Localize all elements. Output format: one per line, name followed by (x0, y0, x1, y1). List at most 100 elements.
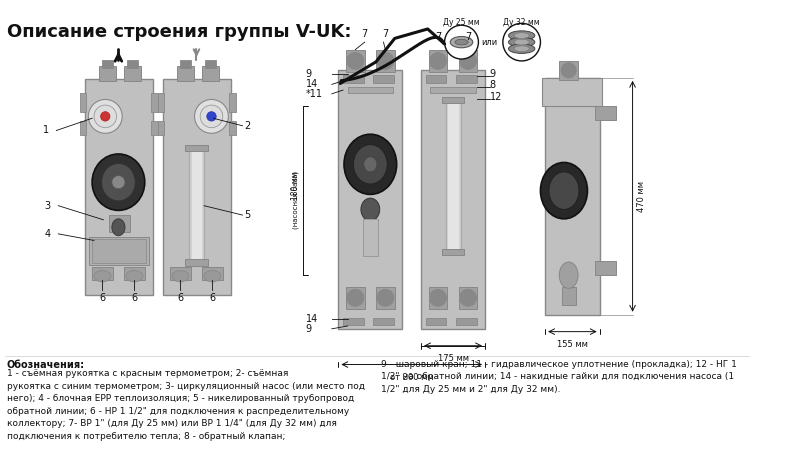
Text: 7: 7 (435, 32, 441, 42)
Bar (343, 318, 364, 325)
Text: 9: 9 (490, 69, 496, 79)
Ellipse shape (377, 53, 394, 69)
Bar (152, 93, 158, 112)
Text: 180 мм: 180 мм (291, 172, 300, 200)
Bar (338, 70, 403, 329)
Ellipse shape (460, 289, 476, 306)
Bar (545, 78, 600, 315)
Ellipse shape (508, 44, 535, 53)
Ellipse shape (200, 105, 223, 128)
Text: 155 мм: 155 мм (557, 340, 588, 349)
Bar (426, 318, 447, 325)
Text: 470 мм: 470 мм (638, 181, 646, 212)
Text: 14: 14 (306, 314, 318, 325)
Text: от 200 мм: от 200 мм (390, 373, 434, 382)
Bar (229, 121, 236, 135)
Bar (102, 60, 113, 67)
Ellipse shape (508, 31, 535, 40)
Ellipse shape (514, 40, 529, 45)
Ellipse shape (460, 53, 476, 69)
Text: 9: 9 (306, 324, 312, 334)
Bar (459, 286, 477, 309)
Bar (421, 70, 485, 329)
Ellipse shape (430, 53, 447, 69)
Ellipse shape (361, 198, 379, 221)
Bar (109, 215, 130, 232)
Bar (229, 93, 236, 112)
Ellipse shape (561, 63, 576, 78)
Ellipse shape (444, 25, 479, 59)
Text: 2: 2 (245, 121, 251, 131)
Ellipse shape (514, 46, 529, 52)
Bar (376, 286, 395, 309)
Bar (373, 318, 394, 325)
Text: *11: *11 (306, 89, 322, 99)
Text: 4: 4 (45, 229, 51, 239)
Ellipse shape (94, 105, 116, 128)
Bar (363, 219, 378, 256)
Text: 3: 3 (45, 201, 51, 211)
Bar (428, 50, 448, 72)
Ellipse shape (346, 53, 364, 69)
Text: Ду 25 мм: Ду 25 мм (444, 18, 480, 27)
Ellipse shape (111, 219, 125, 236)
Ellipse shape (100, 112, 110, 121)
Bar (442, 249, 464, 255)
Ellipse shape (172, 271, 189, 282)
Bar (89, 237, 148, 265)
Ellipse shape (503, 23, 541, 61)
Bar (448, 102, 459, 249)
Bar (124, 267, 144, 280)
Bar (170, 267, 191, 280)
Ellipse shape (549, 172, 579, 209)
Bar (595, 106, 616, 120)
Bar (92, 239, 146, 263)
Bar (456, 318, 476, 325)
Bar (428, 286, 448, 309)
Bar (373, 75, 394, 83)
Ellipse shape (455, 40, 468, 45)
Ellipse shape (111, 176, 125, 189)
Text: 6: 6 (209, 293, 216, 303)
Ellipse shape (346, 289, 364, 306)
Text: 7: 7 (383, 29, 388, 40)
Text: 9: 9 (306, 69, 312, 79)
Bar (559, 61, 578, 80)
Ellipse shape (559, 262, 578, 288)
Bar (191, 151, 202, 260)
Bar (185, 145, 208, 151)
Text: 9 - шаровый кран; 11 - гидравлическое уплотнение (прокладка); 12 - НГ 1
1/2" на : 9 - шаровый кран; 11 - гидравлическое уп… (381, 360, 736, 394)
Text: 175 мм: 175 мм (438, 354, 468, 363)
Text: 14: 14 (306, 80, 318, 89)
Bar (446, 100, 460, 251)
Ellipse shape (94, 271, 111, 282)
Text: 6: 6 (99, 293, 106, 303)
Text: (насосная база): (насосная база) (293, 171, 300, 229)
Bar (431, 87, 476, 93)
Bar (595, 261, 616, 275)
Text: 1 - съёмная рукоятка с красным термометром; 2- съёмная
рукоятка с синим термомет: 1 - съёмная рукоятка с красным термометр… (6, 369, 365, 441)
Ellipse shape (92, 154, 144, 210)
Ellipse shape (195, 100, 229, 133)
Text: Описание строения группы V-UK:: Описание строения группы V-UK: (6, 23, 351, 41)
Bar (459, 50, 477, 72)
Ellipse shape (207, 112, 217, 121)
Bar (84, 79, 153, 295)
Bar (456, 75, 476, 83)
Bar (124, 66, 141, 80)
Bar (189, 149, 204, 262)
Ellipse shape (102, 163, 136, 201)
Ellipse shape (126, 271, 143, 282)
Text: 7: 7 (465, 32, 472, 42)
Text: Обозначения:: Обозначения: (6, 360, 85, 370)
Bar (99, 66, 115, 80)
Text: 6: 6 (177, 293, 184, 303)
Text: 1: 1 (43, 126, 49, 135)
Text: Ду 32 мм: Ду 32 мм (504, 18, 540, 27)
Bar (152, 121, 158, 135)
Text: 6: 6 (132, 293, 137, 303)
Bar (343, 75, 364, 83)
Ellipse shape (354, 145, 387, 184)
Text: 7: 7 (362, 29, 368, 40)
Bar (158, 93, 164, 112)
